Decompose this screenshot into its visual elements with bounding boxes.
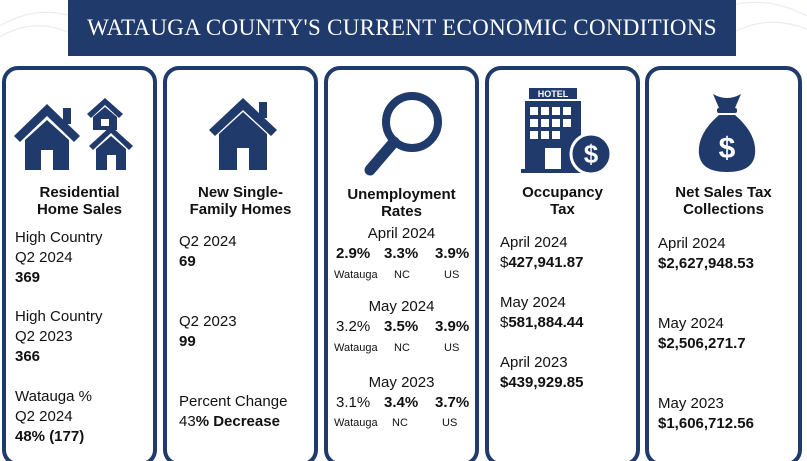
card-title-line: Net Sales Tax — [675, 184, 772, 201]
rate-value: 3.9% — [435, 245, 470, 262]
period-label: April 2023 — [500, 354, 568, 371]
card-title-line: New Single- — [197, 184, 283, 201]
region-label: US — [444, 342, 460, 354]
group-label: High Country — [15, 229, 103, 246]
period-label: May 2024 — [658, 315, 724, 332]
amount-value: $2,506,271.7 — [658, 335, 746, 352]
group-value: 43% Decrease — [179, 412, 280, 432]
percent-change-label: % Decrease — [195, 413, 280, 430]
card-title: Unemployment Rates — [328, 186, 475, 220]
currency-symbol: $ — [500, 314, 509, 331]
money-bag-icon: $ — [698, 94, 756, 172]
group-label: Q2 2024 — [15, 249, 73, 266]
currency-symbol: $ — [500, 254, 509, 271]
group-label: Q2 2023 — [15, 328, 73, 345]
group-value: 48% (177) — [15, 428, 85, 445]
card-title: Residential Home Sales — [6, 184, 153, 218]
amount-value: $439,929.85 — [500, 374, 584, 391]
rate-value: 3.2% — [336, 318, 371, 335]
card-title: Net Sales Tax Collections — [649, 184, 798, 218]
card-title-line: Unemployment — [347, 186, 456, 203]
region-label: Watauga — [334, 269, 378, 281]
rate-value: 3.5% — [384, 318, 419, 335]
region-label: NC — [392, 417, 408, 429]
period-label: April 2024 — [367, 225, 436, 242]
amount-value: $427,941.87 — [500, 253, 583, 273]
period-label: May 2023 — [658, 395, 724, 412]
period-label: April 2024 — [658, 235, 726, 252]
amount-value: $581,884.44 — [500, 313, 583, 333]
rate-value: 3.7% — [435, 394, 470, 411]
period-label: May 2024 — [368, 298, 435, 315]
card-occupancy-tax: HOTEL $ Occupancy Tax April 2024 $427,94… — [485, 66, 640, 461]
region-label: US — [442, 417, 458, 429]
group-value: 366 — [15, 348, 41, 365]
rate-value: 3.1% — [336, 394, 371, 411]
card-title-line: Family Homes — [189, 201, 292, 218]
percent-value: 43 — [179, 413, 196, 430]
group-label: Q2 2024 — [179, 233, 237, 250]
magnifying-glass-icon — [364, 92, 442, 176]
region-label: NC — [394, 269, 410, 281]
group-value: 99 — [179, 333, 196, 350]
rate-value: 3.4% — [384, 394, 419, 411]
card-title-line: Occupancy — [522, 184, 603, 201]
card-unemployment-rates: Unemployment Rates April 2024 2.9% 3.3% … — [324, 66, 479, 461]
group-label: Q2 2023 — [179, 313, 237, 330]
region-label: Watauga — [334, 417, 378, 429]
card-title-line: Collections — [683, 201, 764, 218]
group-label: Watauga % — [15, 388, 92, 405]
svg-text:$: $ — [584, 139, 599, 169]
card-title-line: Tax — [550, 201, 575, 218]
card-title: Occupancy Tax — [489, 184, 636, 218]
card-residential-home-sales: Residential Home Sales High Country Q2 2… — [2, 66, 157, 461]
rate-value: 2.9% — [336, 245, 371, 262]
amount-value: $1,606,712.56 — [658, 415, 754, 432]
period-label: May 2024 — [500, 294, 566, 311]
svg-text:$: $ — [719, 132, 736, 165]
group-label: Percent Change — [179, 393, 288, 410]
rate-value: 3.9% — [435, 318, 470, 335]
group-value: 369 — [15, 269, 41, 286]
card-new-single-family-homes: New Single- Family Homes Q2 2024 69 Q2 2… — [163, 66, 318, 461]
amount-value: $2,627,948.53 — [658, 255, 754, 272]
region-label: US — [444, 269, 460, 281]
rate-value: 3.3% — [384, 245, 419, 262]
region-label: NC — [394, 342, 410, 354]
house-icon — [209, 98, 277, 170]
amount-number: 427,941.87 — [508, 254, 584, 271]
card-title-line: Home Sales — [36, 201, 123, 218]
page-title-banner: WATAUGA COUNTY'S CURRENT ECONOMIC CONDIT… — [68, 0, 736, 56]
card-title-line: Rates — [381, 203, 422, 220]
card-net-sales-tax-collections: $ Net Sales Tax Collections April 2024 $… — [645, 66, 802, 461]
hotel-sign: HOTEL — [538, 89, 569, 99]
card-title: New Single- Family Homes — [167, 184, 314, 218]
card-title-line: Residential — [39, 184, 120, 201]
period-label: May 2023 — [368, 374, 435, 391]
houses-icon — [14, 98, 133, 170]
period-label: April 2024 — [500, 234, 568, 251]
page-title: WATAUGA COUNTY'S CURRENT ECONOMIC CONDIT… — [87, 15, 717, 40]
amount-number: 581,884.44 — [508, 314, 584, 331]
hotel-dollar-icon: HOTEL $ — [521, 88, 613, 176]
group-value: 69 — [179, 253, 196, 270]
group-label: Q2 2024 — [15, 408, 73, 425]
region-label: Watauga — [334, 342, 378, 354]
group-label: High Country — [15, 308, 103, 325]
